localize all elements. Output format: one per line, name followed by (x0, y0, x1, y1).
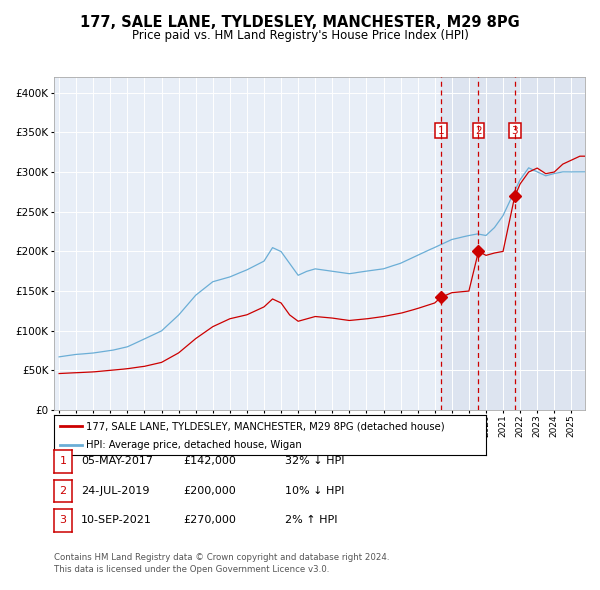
Text: 1: 1 (437, 126, 444, 136)
Text: HPI: Average price, detached house, Wigan: HPI: Average price, detached house, Wiga… (86, 440, 302, 450)
Text: 3: 3 (59, 516, 67, 525)
Text: 177, SALE LANE, TYLDESLEY, MANCHESTER, M29 8PG (detached house): 177, SALE LANE, TYLDESLEY, MANCHESTER, M… (86, 421, 445, 431)
Text: 32% ↓ HPI: 32% ↓ HPI (285, 457, 344, 466)
Text: 1: 1 (59, 457, 67, 466)
Bar (441, 77, 585, 410)
Text: 24-JUL-2019: 24-JUL-2019 (81, 486, 149, 496)
Text: Price paid vs. HM Land Registry's House Price Index (HPI): Price paid vs. HM Land Registry's House … (131, 30, 469, 42)
Text: £270,000: £270,000 (183, 516, 236, 525)
Text: 10% ↓ HPI: 10% ↓ HPI (285, 486, 344, 496)
Text: Contains HM Land Registry data © Crown copyright and database right 2024.: Contains HM Land Registry data © Crown c… (54, 553, 389, 562)
Text: 10-SEP-2021: 10-SEP-2021 (81, 516, 152, 525)
Text: 2: 2 (475, 126, 482, 136)
Text: 3: 3 (512, 126, 518, 136)
Text: 05-MAY-2017: 05-MAY-2017 (81, 457, 153, 466)
Text: This data is licensed under the Open Government Licence v3.0.: This data is licensed under the Open Gov… (54, 565, 329, 573)
Text: £142,000: £142,000 (183, 457, 236, 466)
Text: 2: 2 (59, 486, 67, 496)
Text: 2% ↑ HPI: 2% ↑ HPI (285, 516, 337, 525)
Text: £200,000: £200,000 (183, 486, 236, 496)
Text: 177, SALE LANE, TYLDESLEY, MANCHESTER, M29 8PG: 177, SALE LANE, TYLDESLEY, MANCHESTER, M… (80, 15, 520, 30)
